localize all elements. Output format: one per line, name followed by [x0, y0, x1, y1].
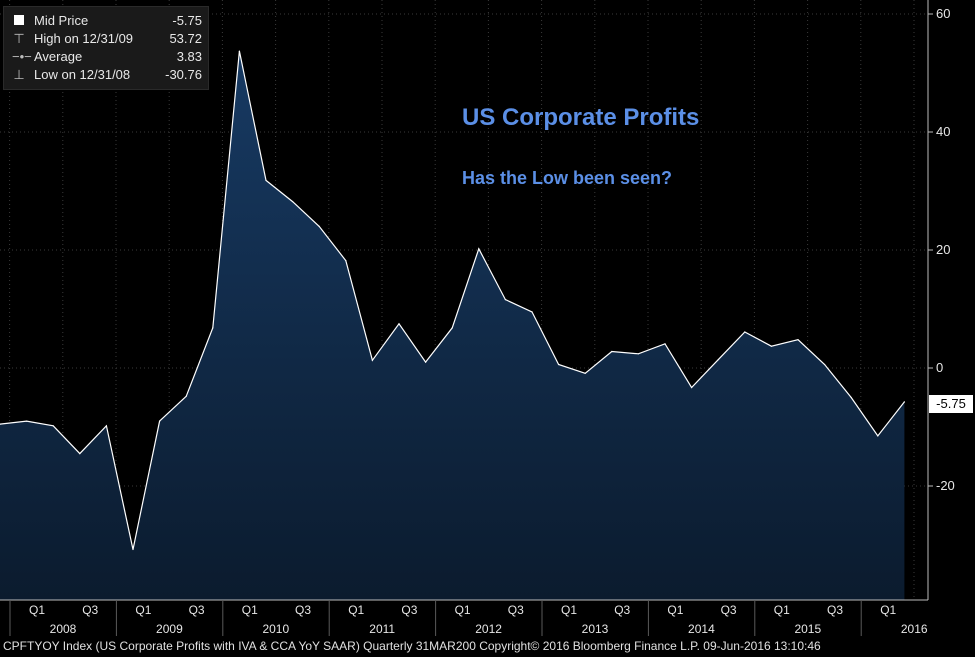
- data-point: [159, 420, 161, 422]
- data-point: [371, 359, 373, 361]
- x-year-label: 2016: [901, 622, 928, 636]
- square-icon: [12, 13, 26, 29]
- high-icon: ⊤: [13, 31, 25, 46]
- data-point: [52, 425, 54, 427]
- annotation-subtitle: Has the Low been seen?: [462, 168, 673, 188]
- data-point: [0, 423, 1, 425]
- x-quarter-label: Q1: [242, 603, 258, 617]
- x-quarter-label: Q3: [401, 603, 417, 617]
- data-point: [26, 420, 28, 422]
- x-quarter-label: Q3: [721, 603, 737, 617]
- x-year-label: 2008: [50, 622, 77, 636]
- legend-value: -5.75: [172, 13, 202, 28]
- x-quarter-label: Q1: [667, 603, 683, 617]
- x-quarter-label: Q3: [827, 603, 843, 617]
- data-point: [478, 248, 480, 250]
- data-point: [318, 225, 320, 227]
- legend-row-high: ⊤ High on 12/31/09 53.72: [12, 31, 202, 47]
- last-value-tag: -5.75: [929, 395, 973, 413]
- data-point: [691, 386, 693, 389]
- footer-text: CPFTYOY Index (US Corporate Profits with…: [3, 639, 821, 653]
- data-point: [850, 396, 852, 399]
- data-point: [558, 363, 560, 366]
- legend-row-mid-price: Mid Price -5.75: [12, 13, 202, 29]
- y-tick-labels: 60 40 20 0 -20: [928, 6, 955, 493]
- x-year-label: 2013: [582, 622, 609, 636]
- y-tick-label: 20: [936, 242, 950, 257]
- data-point: [185, 395, 187, 397]
- data-point: [504, 299, 506, 301]
- data-point: [105, 425, 107, 427]
- x-quarter-label: Q1: [561, 603, 577, 617]
- data-point: [877, 435, 879, 437]
- legend-value: 3.83: [176, 49, 202, 64]
- data-point: [717, 359, 719, 361]
- data-point: [238, 50, 240, 52]
- data-point: [132, 548, 134, 551]
- y-tick-label: 0: [936, 360, 943, 375]
- data-point: [637, 353, 640, 355]
- data-point: [398, 323, 400, 325]
- data-point: [797, 339, 799, 341]
- legend-row-low: ⊥ Low on 12/31/08 -30.76: [12, 67, 202, 83]
- x-quarter-label: Q1: [135, 603, 151, 617]
- x-year-label: 2015: [794, 622, 821, 636]
- data-point: [664, 343, 666, 345]
- legend-value: 53.72: [169, 31, 202, 46]
- x-quarter-label: Q1: [348, 603, 364, 617]
- x-quarter-label: Q3: [295, 603, 311, 617]
- data-point: [744, 331, 746, 333]
- area-fill: [0, 51, 905, 601]
- data-point: [903, 401, 906, 403]
- x-quarter-label: Q3: [508, 603, 524, 617]
- axes: [0, 0, 929, 601]
- y-tick-label: 60: [936, 6, 950, 21]
- data-point: [265, 179, 267, 181]
- low-icon: ⊥: [13, 67, 25, 82]
- data-point: [212, 327, 214, 329]
- data-area: [0, 50, 906, 601]
- legend-row-average: −•− Average 3.83: [12, 49, 202, 65]
- legend: Mid Price -5.75 ⊤ High on 12/31/09 53.72…: [3, 6, 209, 90]
- x-quarter-label: Q1: [880, 603, 896, 617]
- legend-label: Average: [34, 49, 83, 64]
- x-tick-labels: Q1 Q3 Q1 Q3 Q1 Q3 Q1 Q3 Q1 Q3 Q1 Q3 Q1 Q3 Q1 Q3 Q1 2008 20…: [9, 600, 928, 636]
- data-point: [584, 372, 586, 374]
- data-point: [451, 327, 453, 329]
- x-year-label: 2011: [369, 622, 395, 636]
- data-point: [425, 361, 427, 363]
- x-quarter-label: Q1: [29, 603, 45, 617]
- x-quarter-label: Q3: [614, 603, 630, 617]
- annotation-title: US Corporate Profits: [462, 104, 700, 131]
- data-point: [345, 260, 347, 262]
- y-tick-label: -20: [936, 478, 955, 493]
- x-year-label: 2010: [262, 622, 289, 636]
- legend-label: High on 12/31/09: [34, 31, 134, 46]
- x-quarter-label: Q3: [189, 603, 205, 617]
- average-icon: −•−: [12, 49, 32, 64]
- x-year-label: 2014: [688, 622, 715, 636]
- legend-label: Mid Price: [34, 13, 89, 28]
- x-quarter-label: Q1: [774, 603, 790, 617]
- x-year-label: 2012: [475, 622, 502, 636]
- x-quarter-label: Q1: [455, 603, 471, 617]
- data-point: [824, 363, 826, 366]
- y-tick-label: 40: [936, 124, 950, 139]
- data-point: [292, 201, 294, 203]
- legend-value: -30.76: [165, 67, 202, 82]
- x-year-label: 2009: [156, 622, 183, 636]
- data-point: [79, 453, 81, 455]
- data-point: [770, 345, 773, 347]
- x-quarter-label: Q3: [82, 603, 98, 617]
- legend-label: Low on 12/31/08: [34, 67, 131, 82]
- data-point: [611, 350, 613, 353]
- data-point: [531, 311, 533, 313]
